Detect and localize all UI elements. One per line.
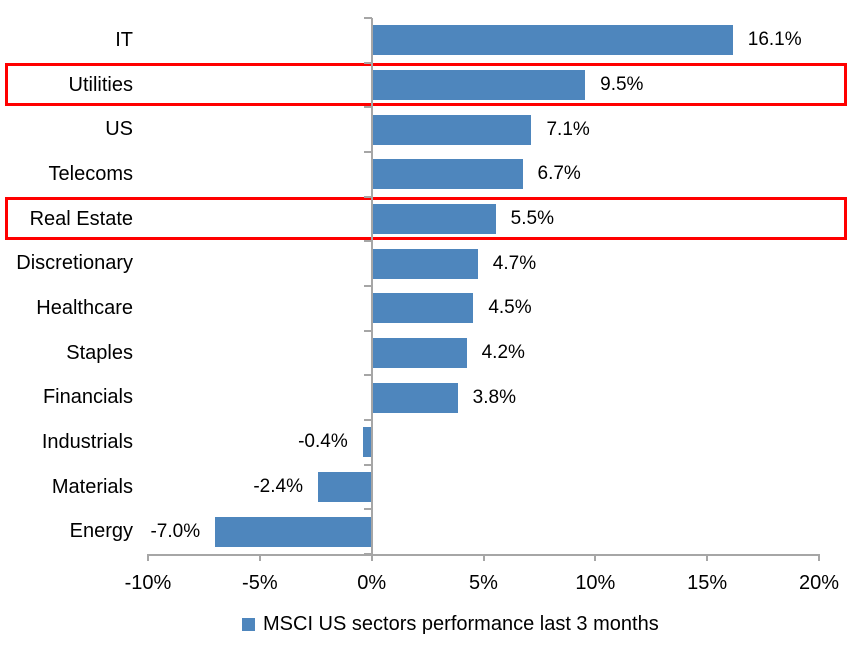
category-tick-mark — [363, 106, 372, 109]
category-label: Financials — [42, 386, 133, 409]
category-tick-mark — [363, 17, 372, 19]
bar-value-label: 4.5% — [488, 297, 532, 319]
highlight-box-real-estate — [5, 197, 847, 240]
legend-square-icon — [242, 618, 255, 631]
category-tick-mark — [363, 553, 372, 555]
x-tick-label: 20% — [798, 572, 840, 594]
category-label: Materials — [51, 475, 133, 498]
x-tick-label: 15% — [687, 572, 728, 594]
bar — [362, 427, 372, 458]
x-tick-label: 0% — [357, 572, 387, 594]
legend: MSCI US sectors performance last 3 month… — [242, 613, 659, 636]
category-tick-mark — [363, 285, 372, 287]
bar-value-label: 16.1% — [747, 29, 802, 51]
bar — [372, 204, 496, 234]
x-tick-mark — [482, 554, 485, 561]
bar — [372, 159, 523, 190]
x-tick-mark — [147, 554, 149, 561]
bar-value-label: -2.4% — [253, 476, 303, 497]
category-axis-line — [370, 18, 373, 554]
x-tick-mark — [706, 554, 709, 561]
bar — [372, 338, 467, 368]
x-tick-mark — [370, 554, 373, 561]
x-tick-mark — [594, 554, 597, 561]
x-tick-label: -5% — [242, 572, 278, 594]
legend-label: MSCI US sectors performance last 3 month… — [263, 613, 659, 635]
category-tick-mark — [363, 508, 372, 511]
bar-value-label: 9.5% — [600, 74, 644, 95]
category-tick-mark — [363, 329, 372, 332]
x-tick-mark — [818, 554, 820, 561]
x-tick-label: -10% — [124, 572, 172, 594]
bar-value-label: -0.4% — [298, 431, 348, 453]
category-label: Real Estate — [29, 207, 133, 230]
category-label: Staples — [66, 341, 133, 364]
bar — [317, 472, 372, 502]
bar-value-label: 6.7% — [537, 163, 581, 185]
bar — [372, 114, 532, 145]
x-tick-label: 5% — [469, 572, 498, 594]
category-tick-mark — [363, 463, 372, 466]
bar — [372, 248, 478, 279]
category-label: Energy — [69, 520, 133, 543]
category-tick-mark — [363, 374, 372, 377]
bar — [372, 382, 458, 413]
category-tick-mark — [363, 61, 372, 64]
category-label: Utilities — [68, 73, 133, 96]
category-tick-mark — [363, 195, 372, 198]
x-tick-label: 10% — [575, 572, 616, 594]
bar-value-label: -7.0% — [150, 520, 201, 542]
bar-value-label: 4.7% — [492, 252, 537, 274]
bar — [372, 70, 586, 100]
bar-value-label: 3.8% — [472, 386, 516, 408]
bar-value-label: 7.1% — [546, 118, 590, 140]
category-label: Industrials — [41, 431, 133, 453]
bar — [372, 293, 474, 324]
category-tick-mark — [363, 240, 372, 243]
category-tick-mark — [363, 151, 372, 153]
x-tick-mark — [258, 554, 261, 561]
category-label: Healthcare — [36, 297, 133, 319]
category-tick-mark — [363, 419, 372, 421]
category-label: US — [105, 118, 133, 141]
category-label: IT — [115, 29, 133, 51]
category-label: Telecoms — [48, 163, 133, 185]
bar-value-label: 5.5% — [510, 208, 554, 229]
bar — [372, 25, 733, 56]
category-label: Discretionary — [16, 252, 133, 275]
bar — [215, 516, 372, 547]
bar-value-label: 4.2% — [481, 342, 525, 363]
highlight-box-utilities — [5, 63, 847, 106]
